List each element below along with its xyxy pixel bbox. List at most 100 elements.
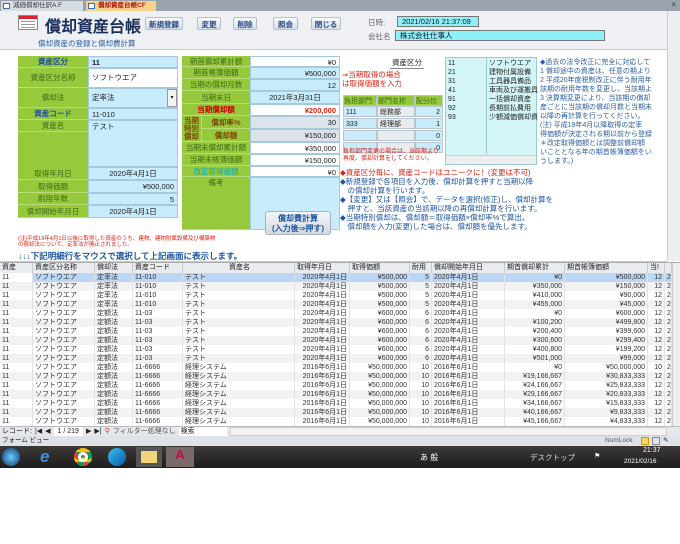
table-row[interactable]: 11 ソフトウエア 定額法 11-03 テスト 2020年4月1日 ¥600,000 6 202… [0, 318, 672, 327]
filter-status[interactable]: フィルター処理なし [112, 428, 176, 435]
end-accum-field[interactable]: ¥350,000 [250, 142, 340, 154]
access-icon[interactable]: A [166, 447, 194, 467]
close-button[interactable]: 閉じる [311, 17, 341, 30]
life-field[interactable]: 5 [88, 193, 178, 205]
clock-time[interactable]: 21:37 [643, 447, 661, 454]
table-row[interactable]: 11 ソフトウエア 定率法 11-010 テスト 2020年4月1日 ¥500,000 5 20… [0, 282, 672, 291]
table-row[interactable]: 11 ソフトウエア 定額法 11-03 テスト 2020年4月1日 ¥600,000 6 202… [0, 336, 672, 345]
class-code[interactable]: 11 [448, 60, 456, 67]
acq-date-field[interactable]: 2020年4月1日 [88, 167, 178, 180]
period-end-field[interactable]: 2021年3月31日 [250, 91, 340, 104]
months-field[interactable]: 12 [250, 79, 340, 91]
column-header[interactable]: 当! [648, 263, 665, 273]
dept-code[interactable]: 333 [343, 118, 377, 129]
delete-button[interactable]: 削除 [233, 17, 257, 30]
method-select[interactable]: 定率法 [88, 88, 178, 108]
column-header[interactable]: 資産名 [183, 263, 295, 273]
inquiry-button[interactable]: 照会 [273, 17, 298, 30]
start-icon[interactable] [2, 448, 20, 466]
clock-date[interactable]: 2021/02/16 [624, 458, 657, 465]
form-vertical-scrollbar[interactable] [667, 11, 680, 261]
dept-ratio[interactable]: 0 [415, 130, 443, 141]
class-code[interactable]: 41 [448, 87, 456, 94]
close-icon[interactable]: × [671, 0, 676, 9]
new-button[interactable]: 新規登録 [145, 17, 183, 30]
column-header[interactable]: 資産コード [133, 263, 183, 273]
column-header[interactable]: 取得年月日 [295, 263, 350, 273]
code-field[interactable]: 11-010 [88, 108, 178, 120]
form-view-icon[interactable] [641, 437, 649, 445]
dept-code[interactable] [343, 130, 377, 141]
class-name[interactable]: 建物付属設備 [489, 69, 531, 76]
table-row[interactable]: 11 ソフトウエア 定額法 11-6666 経理システム 2016年6月1日 ¥50,000… [0, 390, 672, 399]
table-row[interactable]: 11 ソフトウエア 定額法 11-6666 経理システム 2016年6月1日 ¥50,000… [0, 399, 672, 408]
calculate-depreciation-button[interactable]: 償却費計算 (入力後⇒押す) [265, 211, 331, 235]
last-record-icon[interactable]: ▶| [94, 428, 102, 435]
asset-class-field[interactable]: 11 [88, 56, 178, 68]
dept-name[interactable]: 総務部 [377, 106, 415, 117]
dept-ratio[interactable]: 1 [415, 118, 443, 129]
start-date-field[interactable]: 2020年4月1日 [88, 205, 178, 218]
class-name[interactable]: ソフトウエア [489, 60, 531, 67]
dept-name[interactable]: 経理部 [377, 118, 415, 129]
column-header[interactable]: 償却開始年月日 [432, 263, 505, 273]
rate-field[interactable]: 30 [250, 116, 340, 129]
special-amount-field[interactable]: ¥150,000 [250, 129, 340, 142]
column-header[interactable]: 償却法 [95, 263, 133, 273]
ime-indicator[interactable]: あ 般 [420, 453, 439, 462]
class-name[interactable]: 長期前払費用 [489, 105, 531, 112]
datasheet-view-icon[interactable] [652, 437, 660, 445]
dept-ratio[interactable]: 0 [415, 142, 443, 153]
class-name[interactable]: 工具器具備品 [489, 78, 531, 85]
prev-record-icon[interactable]: ◀ [45, 428, 51, 435]
class-name[interactable]: 少額減価償却資 [489, 114, 538, 121]
chevron-down-icon[interactable]: ▾ [167, 89, 177, 107]
table-row[interactable]: 11 ソフトウエア 定額法 11-6666 経理システム 2016年6月1日 ¥50,000… [0, 363, 672, 372]
next-record-icon[interactable]: ▶ [85, 428, 92, 435]
tab-depreciation-journal[interactable]: 減価償却仕訳A.F [1, 1, 83, 11]
column-header[interactable]: 期首償却累計 [505, 263, 565, 273]
class-code[interactable]: 91 [448, 96, 456, 103]
class-name[interactable]: 一括償却資産 [489, 96, 531, 103]
chrome-icon[interactable] [74, 448, 92, 466]
table-row[interactable]: 11 ソフトウエア 定率法 11-010 テスト 2020年4月1日 ¥500,000 5 20… [0, 291, 672, 300]
form-horizontal-scrollbar[interactable] [0, 261, 667, 262]
table-row[interactable]: 11 ソフトウエア 定額法 11-6666 経理システム 2016年6月1日 ¥50,000… [0, 417, 672, 426]
class-name[interactable]: 車両及び運搬具 [489, 87, 538, 94]
open-accum-field[interactable]: ¥0 [250, 56, 340, 67]
datasheet-vertical-scrollbar[interactable] [672, 263, 680, 427]
column-header[interactable]: 耐用 [410, 263, 432, 273]
edge-icon[interactable] [108, 448, 126, 466]
revised-price-field[interactable]: ¥0 [250, 166, 340, 177]
design-view-icon[interactable]: ✎ [663, 437, 669, 444]
end-book-field[interactable]: ¥150,000 [250, 154, 340, 166]
search-input[interactable]: 検索 [178, 427, 227, 436]
ie-icon[interactable]: e [40, 447, 50, 466]
table-row[interactable]: 11 ソフトウエア 定額法 11-6666 経理システム 2016年6月1日 ¥50,000… [0, 381, 672, 390]
dept-code[interactable] [343, 142, 377, 153]
record-position-field[interactable]: 1 / 219 [53, 427, 83, 436]
class-name-field[interactable]: ソフトウエア [88, 68, 178, 88]
dept-name[interactable] [377, 130, 415, 141]
column-header[interactable]: 資産 [0, 263, 33, 273]
class-code[interactable]: 92 [448, 105, 456, 112]
tab-asset-ledger[interactable]: 償却資産台帳CF [86, 1, 156, 11]
column-header[interactable] [665, 263, 672, 273]
open-book-field[interactable]: ¥500,000 [250, 67, 340, 79]
dept-code[interactable]: 111 [343, 106, 377, 117]
table-row[interactable]: 11 ソフトウエア 定額法 11-03 テスト 2020年4月1日 ¥600,000 6 202… [0, 327, 672, 336]
class-code[interactable]: 93 [448, 114, 456, 121]
desktop-toolbar[interactable]: デスクトップ [530, 453, 575, 462]
dept-name[interactable] [377, 142, 415, 153]
class-code[interactable]: 21 [448, 69, 456, 76]
table-row[interactable]: 11 ソフトウエア 定額法 11-03 テスト 2020年4月1日 ¥600,000 6 202… [0, 309, 672, 318]
edit-button[interactable]: 変更 [197, 17, 221, 30]
company-field[interactable]: 株式会社仕事人 [395, 30, 605, 41]
explorer-icon[interactable] [136, 447, 162, 467]
acq-price-field[interactable]: ¥500,000 [88, 180, 178, 193]
column-header[interactable]: 取得価額 [350, 263, 410, 273]
flag-icon[interactable]: ⚑ [594, 453, 601, 460]
table-row[interactable]: 11 ソフトウエア 定額法 11-03 テスト 2020年4月1日 ¥600,000 6 202… [0, 345, 672, 354]
first-record-icon[interactable]: |◀ [34, 428, 43, 435]
table-row[interactable]: 11 ソフトウエア 定額法 11-6666 経理システム 2016年6月1日 ¥50,000… [0, 372, 672, 381]
